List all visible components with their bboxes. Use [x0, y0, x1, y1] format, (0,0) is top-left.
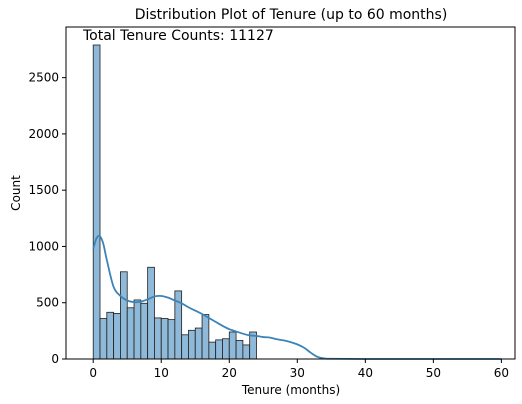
histogram-bar [120, 271, 128, 360]
histogram-bar [126, 307, 135, 360]
x-tick-label: 0 [89, 366, 97, 380]
kde-curve [92, 234, 502, 360]
histogram-bar [160, 318, 169, 360]
bars-layer [92, 44, 257, 360]
y-tick-label: 1000 [28, 239, 59, 253]
x-axis-ticks: 0 10 20 30 40 50 60 [89, 359, 509, 380]
plot-frame [65, 26, 516, 360]
histogram-bar [113, 313, 121, 360]
histogram-bar [222, 338, 230, 360]
x-tick-label: 60 [494, 366, 509, 380]
histogram-bar [201, 314, 210, 360]
y-tick-label: 500 [36, 296, 59, 310]
histogram-bar [133, 299, 142, 360]
x-tick-label: 30 [290, 366, 305, 380]
histogram-bar [92, 44, 101, 360]
histogram-bar [242, 344, 251, 360]
kde-layer [92, 234, 502, 360]
y-tick-label: 1500 [28, 183, 59, 197]
histogram-bar [154, 317, 162, 360]
x-axis-label: Tenure (months) [241, 383, 340, 397]
histogram-bar [140, 302, 149, 360]
histogram-bar [188, 329, 196, 360]
histogram-bar [235, 340, 244, 360]
histogram-bar [208, 341, 217, 360]
y-tick-label: 2500 [28, 71, 59, 85]
histogram-bar [194, 327, 203, 360]
histogram-bar [215, 339, 223, 360]
y-tick-label: 0 [51, 352, 59, 366]
histogram-bar [181, 334, 189, 360]
total-count-annotation: Total Tenure Counts: 11127 [82, 28, 274, 44]
x-tick-label: 40 [358, 366, 373, 380]
histogram-bar [147, 266, 155, 360]
x-tick-label: 50 [426, 366, 441, 380]
histogram-bar [228, 331, 237, 360]
histogram-bar [106, 311, 115, 360]
y-axis-ticks: 0 500 1000 1500 2000 2500 [28, 71, 66, 366]
x-tick-label: 10 [154, 366, 169, 380]
y-tick-label: 2000 [28, 127, 59, 141]
x-tick-label: 20 [222, 366, 237, 380]
y-axis-label: Count [9, 175, 23, 211]
chart-title: Distribution Plot of Tenure (up to 60 mo… [135, 7, 448, 23]
histogram-bar [99, 318, 108, 360]
histogram-bar [167, 319, 176, 360]
